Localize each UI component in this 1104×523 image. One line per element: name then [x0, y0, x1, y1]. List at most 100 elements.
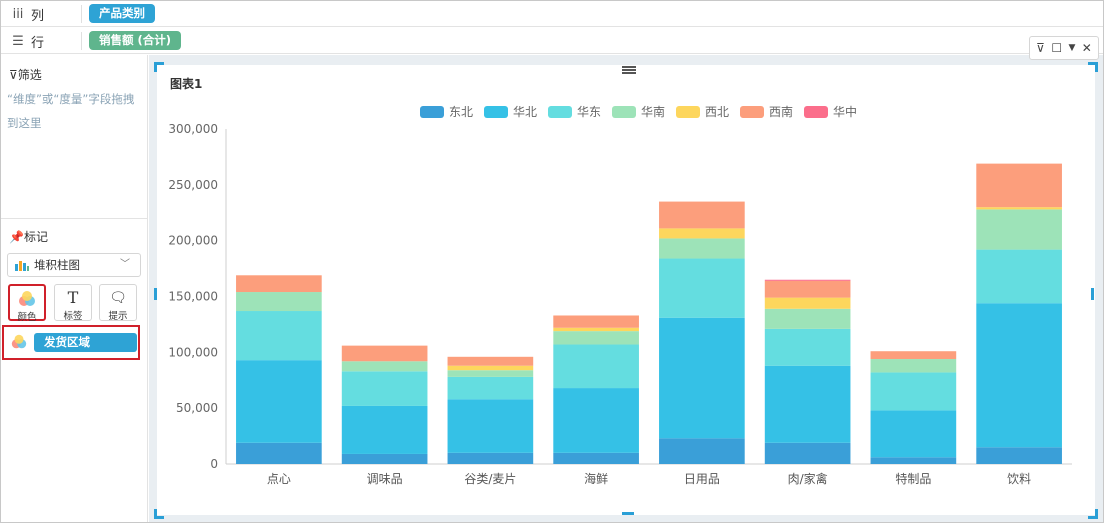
- legend-label[interactable]: 华南: [641, 104, 665, 119]
- bar-segment[interactable]: [236, 292, 322, 312]
- bar-segment[interactable]: [553, 344, 639, 389]
- bar-segment[interactable]: [447, 356, 534, 366]
- filter-title: ⊽筛选: [9, 68, 42, 82]
- bar-segment[interactable]: [659, 317, 745, 439]
- bar-segment[interactable]: [236, 275, 322, 293]
- text-t-icon: T: [67, 288, 79, 307]
- columns-shelf[interactable]: iii 列 产品类别: [1, 1, 1103, 27]
- bar-segment[interactable]: [341, 405, 428, 454]
- bar-segment[interactable]: [976, 303, 1062, 448]
- rows-shelf[interactable]: ☰ 行 销售额 (合计): [1, 28, 1103, 54]
- bar-segment[interactable]: [553, 452, 639, 464]
- columns-field-pill[interactable]: 产品类别: [89, 4, 155, 23]
- bar-segment[interactable]: [236, 311, 322, 361]
- rows-field-pill[interactable]: 销售额 (合计): [89, 31, 182, 50]
- bar-segment[interactable]: [764, 297, 851, 309]
- color-field-pill[interactable]: 发货区域: [34, 333, 137, 352]
- y-tick-label: 50,000: [176, 401, 218, 415]
- legend-swatch[interactable]: [676, 106, 700, 118]
- y-tick-label: 250,000: [168, 178, 218, 192]
- legend-swatch[interactable]: [548, 106, 572, 118]
- bar-segment[interactable]: [236, 360, 322, 443]
- bar-segment[interactable]: [553, 331, 639, 345]
- x-tick-label: 饮料: [1007, 472, 1031, 486]
- bar-segment[interactable]: [764, 442, 851, 464]
- maximize-icon[interactable]: ☐: [1051, 41, 1063, 55]
- bar-segment[interactable]: [976, 447, 1062, 464]
- legend-label[interactable]: 华中: [833, 104, 857, 119]
- resize-corner[interactable]: [154, 509, 164, 519]
- resize-corner[interactable]: [154, 62, 164, 72]
- bar-segment[interactable]: [341, 345, 428, 362]
- close-icon[interactable]: ✕: [1081, 41, 1092, 55]
- pin-icon: 📌: [9, 230, 24, 244]
- legend-label[interactable]: 东北: [449, 105, 473, 119]
- bar-segment[interactable]: [764, 308, 851, 329]
- legend-label[interactable]: 西北: [705, 105, 729, 119]
- bar-segment[interactable]: [870, 351, 957, 360]
- bar-segment[interactable]: [870, 359, 957, 373]
- bar-segment[interactable]: [341, 371, 428, 406]
- bar-segment[interactable]: [341, 453, 428, 464]
- chart-toolbox: ⊽ ☐ ▼ ✕: [1029, 36, 1099, 60]
- bar-segment[interactable]: [447, 399, 534, 453]
- chart-type-select[interactable]: 堆积柱图 ﹀: [7, 253, 141, 277]
- filter-icon[interactable]: ⊽: [1036, 41, 1045, 55]
- bar-segment[interactable]: [341, 361, 428, 372]
- resize-edge-bottom[interactable]: [622, 512, 634, 515]
- color-circles-icon: [11, 334, 27, 349]
- bar-segment[interactable]: [659, 438, 745, 464]
- bar-segment[interactable]: [447, 365, 534, 371]
- bar-segment[interactable]: [870, 372, 957, 411]
- color-button[interactable]: 颜色: [8, 284, 46, 323]
- bar-segment[interactable]: [553, 327, 639, 332]
- bar-segment[interactable]: [976, 209, 1062, 250]
- rows-shelf-label: ☰ 行: [12, 34, 45, 51]
- resize-edge-right[interactable]: [1091, 288, 1094, 300]
- stacked-bar-icon: [15, 261, 29, 271]
- bar-segment[interactable]: [659, 258, 745, 318]
- tooltip-button[interactable]: 🗨 提示: [99, 284, 137, 322]
- bar-segment[interactable]: [659, 201, 745, 229]
- legend-swatch[interactable]: [484, 106, 508, 118]
- legend-swatch[interactable]: [612, 106, 636, 118]
- bar-segment[interactable]: [447, 370, 534, 377]
- bar-segment[interactable]: [976, 163, 1062, 208]
- bar-segment[interactable]: [976, 207, 1062, 210]
- legend-label[interactable]: 华北: [513, 105, 537, 119]
- bar-segment[interactable]: [447, 452, 534, 464]
- bar-segment[interactable]: [764, 279, 851, 281]
- bar-segment[interactable]: [870, 410, 957, 458]
- legend-swatch[interactable]: [804, 106, 828, 118]
- legend-label[interactable]: 西南: [769, 104, 793, 119]
- left-panel: ⊽筛选 “维度”或“度量”字段拖拽到这里 📌标记 堆积柱图 ﹀ 颜色 T 标签 …: [1, 55, 148, 522]
- bar-segment[interactable]: [764, 328, 851, 366]
- bar-segment[interactable]: [553, 315, 639, 328]
- speech-bubble-icon: 🗨: [109, 290, 127, 306]
- bar-segment[interactable]: [659, 238, 745, 259]
- x-tick-label: 肉/家禽: [788, 471, 828, 486]
- label-button[interactable]: T 标签: [54, 284, 92, 322]
- bar-segment[interactable]: [870, 457, 957, 464]
- resize-corner[interactable]: [1088, 509, 1098, 519]
- filter-icon: ⊽: [9, 68, 18, 82]
- filter-drop-zone[interactable]: “维度”或“度量”字段拖拽到这里: [7, 92, 135, 130]
- bar-segment[interactable]: [447, 376, 534, 400]
- resize-edge-left[interactable]: [154, 288, 157, 300]
- legend-label[interactable]: 华东: [577, 105, 601, 119]
- color-field-zone[interactable]: 发货区域: [2, 325, 140, 360]
- x-tick-label: 谷类/麦片: [464, 472, 516, 486]
- bar-segment[interactable]: [764, 280, 851, 298]
- legend-swatch[interactable]: [420, 106, 444, 118]
- drag-handle-icon[interactable]: [622, 66, 636, 74]
- bar-segment[interactable]: [659, 228, 745, 239]
- y-tick-label: 0: [210, 457, 218, 471]
- bar-segment[interactable]: [976, 249, 1062, 304]
- legend-swatch[interactable]: [740, 106, 764, 118]
- bar-segment[interactable]: [553, 388, 639, 453]
- x-tick-label: 调味品: [367, 472, 403, 486]
- bar-segment[interactable]: [236, 442, 322, 464]
- resize-corner[interactable]: [1088, 62, 1098, 72]
- bar-segment[interactable]: [764, 365, 851, 443]
- caret-down-icon[interactable]: ▼: [1068, 43, 1076, 53]
